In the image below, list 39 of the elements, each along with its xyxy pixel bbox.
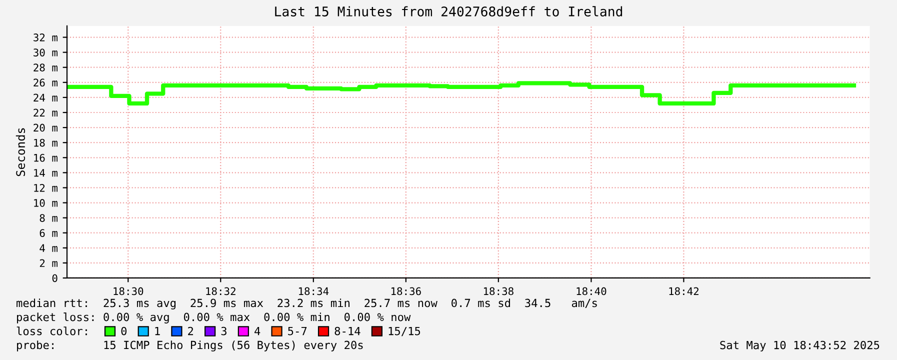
x-tick-label: 18:38 (484, 287, 514, 296)
x-tick-label: 18:42 (669, 287, 698, 296)
y-tick-label: 6 m (40, 229, 58, 237)
legend-label: 1 (155, 326, 160, 336)
y-axis-title: Seconds (16, 128, 26, 176)
y-tick-label: 20 m (34, 124, 58, 132)
y-tick-label: 2 m (40, 259, 58, 267)
y-tick-label: 24 m (34, 94, 58, 102)
legend-label: 4 (254, 326, 260, 336)
chart-title: Last 15 Minutes from 2402768d9eff to Ireland (275, 6, 622, 16)
legend-label: 2 (188, 326, 194, 336)
legend-label: 15/15 (388, 326, 420, 336)
x-tick-label: 18:36 (391, 287, 421, 296)
legend-label: 5-7 (288, 326, 307, 336)
legend-title: loss color: (16, 326, 87, 336)
y-tick-label: 4 m (40, 244, 58, 252)
y-tick-label: 8 m (40, 214, 58, 222)
y-tick-label: 12 m (34, 184, 58, 192)
y-tick-label: 22 m (34, 108, 58, 116)
x-tick-label: 18:34 (298, 287, 329, 296)
y-tick-label: 26 m (34, 78, 58, 87)
text: Sat May 10 18:43:52 2025 (720, 340, 880, 352)
x-tick-label: 18:32 (206, 287, 236, 296)
text: packet loss: 0.00 % avg 0.00 % max 0.00 % min 0.00 % now (17, 312, 411, 324)
x-tick-label: 18:30 (114, 287, 144, 296)
y-tick-label: 28 m (34, 64, 58, 72)
x-tick-label: 18:40 (576, 287, 606, 296)
legend-label: 8-14 (334, 326, 360, 336)
legend-label: 3 (221, 326, 226, 336)
text: probe: 15 ICMP Echo Pings (56 Bytes) every 20s (17, 340, 363, 352)
y-tick-label: 10 m (34, 199, 58, 207)
y-tick-label: 32 m (34, 34, 58, 42)
legend-label: 0 (121, 326, 127, 336)
y-tick-label: 18 m (34, 138, 58, 147)
text: median rtt: 25.3 ms avg 25.9 ms max 23.2 ms min 25.7 ms now 0.7 ms sd 34.5 am/s (16, 298, 597, 310)
y-tick-label: 30 m (34, 48, 58, 56)
y-tick-label: 16 m (34, 154, 58, 162)
y-tick-label: 14 m (34, 169, 58, 177)
y-tick-label: 0 (52, 274, 58, 282)
